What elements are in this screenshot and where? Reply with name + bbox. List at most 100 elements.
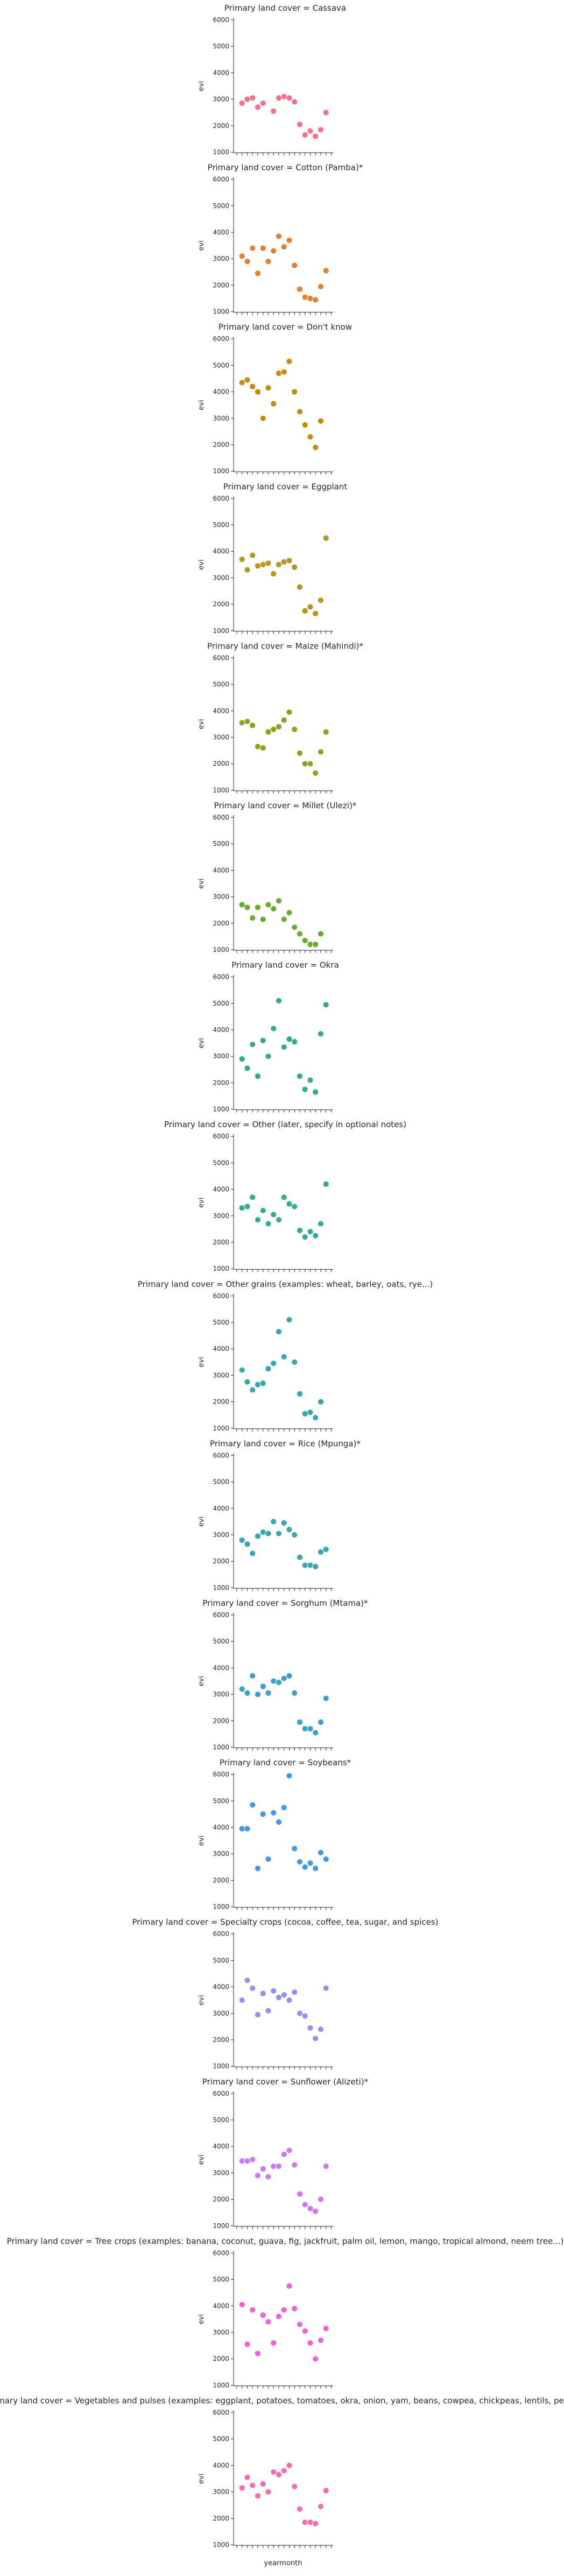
- data-point: [312, 941, 319, 948]
- panel-title: Primary land cover = Other grains (examp…: [138, 1279, 433, 1289]
- data-point: [297, 408, 303, 415]
- data-point: [322, 729, 329, 736]
- facet-panel: Primary land cover = Cotton (Pamba)* 1000…: [198, 163, 363, 316]
- data-point: [265, 2488, 272, 2495]
- data-point: [244, 718, 251, 725]
- y-tick-label: 3000: [213, 1371, 229, 1379]
- y-tick-label: 5000: [213, 681, 229, 688]
- data-point: [238, 253, 245, 260]
- data-point: [270, 247, 277, 254]
- data-point: [276, 95, 282, 102]
- data-point: [318, 1719, 324, 1726]
- data-point: [280, 916, 287, 923]
- y-axis-label: evi: [198, 878, 206, 888]
- y-tick-label: 1000: [213, 2541, 229, 2549]
- x-axis-label: yearmonth: [264, 2559, 302, 2567]
- data-point: [244, 258, 251, 265]
- y-tick-label: 1000: [213, 1584, 229, 1591]
- y-tick-label: 5000: [213, 42, 229, 50]
- y-tick-label: 2000: [213, 1717, 229, 1725]
- y-tick-label: 6000: [213, 1133, 229, 1140]
- y-axis-label: evi: [198, 1995, 206, 2005]
- y-tick-label: 5000: [213, 2116, 229, 2124]
- facet-panel: Primary land cover = Sunflower (Alizeti)…: [198, 2077, 369, 2230]
- y-tick-label: 6000: [213, 1771, 229, 1778]
- panel-title: Primary land cover = Vegetables and puls…: [0, 2396, 564, 2406]
- data-point: [255, 2350, 261, 2357]
- data-point: [312, 1865, 319, 1872]
- data-point: [280, 93, 287, 100]
- data-point: [276, 2313, 282, 2320]
- data-point: [255, 1381, 261, 1388]
- panel-title: Primary land cover = Soybeans*: [220, 1758, 351, 1768]
- data-point: [312, 1232, 319, 1239]
- y-tick-label: 3000: [213, 96, 229, 103]
- data-point: [286, 1997, 293, 2004]
- data-point: [307, 1725, 314, 1732]
- data-point: [318, 2196, 324, 2203]
- data-point: [244, 2474, 251, 2481]
- y-tick-label: 3000: [213, 1052, 229, 1060]
- facet-panel: Primary land cover = Other grains (examp…: [138, 1279, 433, 1432]
- y-tick-label: 5000: [213, 1638, 229, 1645]
- y-tick-label: 5000: [213, 1000, 229, 1007]
- data-point: [270, 1988, 277, 1994]
- y-tick-label: 6000: [213, 335, 229, 343]
- data-point: [312, 770, 319, 777]
- data-point: [255, 270, 261, 277]
- data-point: [265, 1530, 272, 1537]
- data-point: [280, 1194, 287, 1201]
- data-point: [259, 100, 266, 106]
- data-point: [297, 1390, 303, 1397]
- y-tick-label: 4000: [213, 1505, 229, 1512]
- data-point: [249, 1550, 256, 1557]
- y-tick-label: 4000: [213, 1983, 229, 1991]
- data-point: [244, 1203, 251, 1210]
- data-point: [270, 400, 277, 407]
- data-point: [286, 557, 293, 564]
- facet-panel: Primary land cover = Sorghum (Mtama)* 100…: [198, 1598, 368, 1751]
- y-tick-label: 1000: [213, 1744, 229, 1751]
- y-tick-label: 5000: [213, 1478, 229, 1486]
- y-axis-label: evi: [198, 81, 206, 91]
- data-point: [244, 1977, 251, 1984]
- data-point: [301, 2519, 308, 2526]
- data-point: [301, 608, 308, 614]
- y-tick-label: 5000: [213, 202, 229, 210]
- data-point: [238, 1536, 245, 1543]
- data-point: [297, 1719, 303, 1726]
- data-point: [291, 2161, 298, 2168]
- data-point: [301, 1863, 308, 1870]
- data-point: [276, 723, 282, 730]
- data-point: [286, 2147, 293, 2154]
- data-point: [259, 1990, 266, 1997]
- y-tick-label: 6000: [213, 814, 229, 821]
- data-point: [249, 383, 256, 390]
- facet-panel: Primary land cover = Other (later, speci…: [164, 1120, 406, 1272]
- data-point: [318, 930, 324, 937]
- data-point: [307, 1860, 314, 1867]
- data-point: [265, 1365, 272, 1372]
- data-point: [291, 564, 298, 571]
- data-point: [249, 722, 256, 729]
- y-axis-label: evi: [198, 1517, 206, 1527]
- data-point: [255, 743, 261, 750]
- data-point: [270, 726, 277, 733]
- data-point: [270, 1518, 277, 1525]
- y-tick-label: 1000: [213, 308, 229, 316]
- data-point: [249, 1041, 256, 1048]
- data-point: [301, 1086, 308, 1093]
- data-point: [280, 717, 287, 723]
- data-point: [238, 2301, 245, 2308]
- data-point: [297, 583, 303, 590]
- data-point: [297, 1073, 303, 1079]
- data-point: [312, 1088, 319, 1095]
- data-point: [322, 1546, 329, 1553]
- data-point: [318, 417, 324, 424]
- data-point: [249, 1386, 256, 1393]
- facet-panel: Primary land cover = Soybeans* 1000 2000 30…: [198, 1758, 351, 1911]
- y-tick-label: 4000: [213, 1664, 229, 1671]
- data-point: [301, 2328, 308, 2335]
- y-tick-label: 5000: [213, 521, 229, 529]
- data-point: [270, 1025, 277, 1032]
